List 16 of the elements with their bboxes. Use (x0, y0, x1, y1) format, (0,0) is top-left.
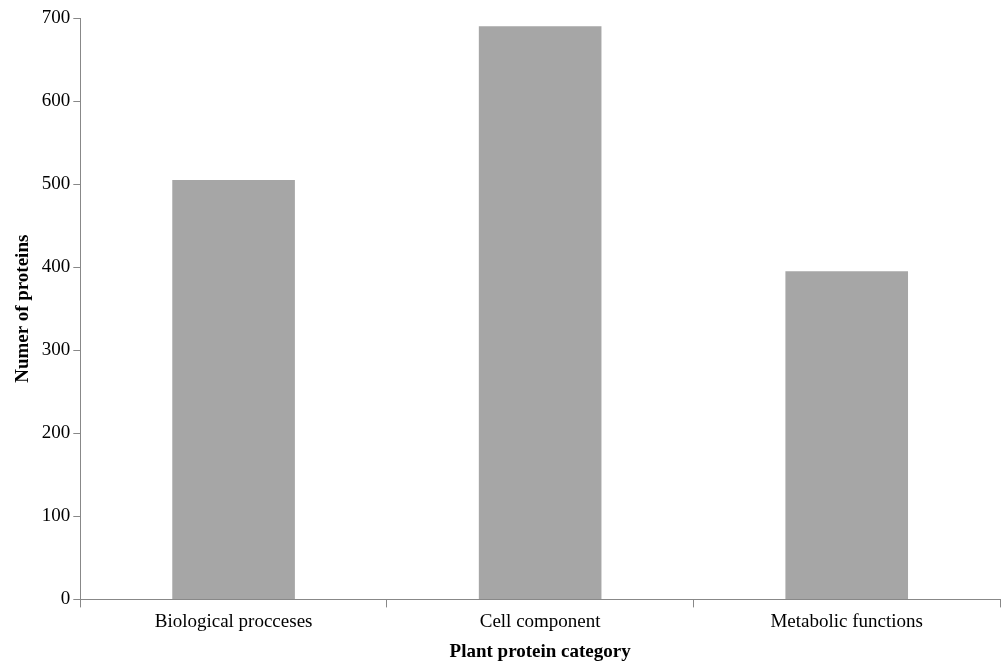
x-tick-label: Cell component (479, 609, 602, 631)
y-tick-label: 200 (41, 421, 71, 443)
y-tick-label: 400 (41, 255, 71, 277)
bar (785, 271, 909, 599)
y-tick-label: 600 (41, 89, 71, 111)
y-tick-label: 700 (41, 5, 71, 27)
x-axis-title: Plant protein category (449, 639, 632, 661)
x-tick-label: Biological procceses (154, 609, 313, 631)
y-axis-title: Numer of proteins (11, 234, 33, 383)
y-tick-label: 100 (41, 504, 71, 526)
y-tick-label: 500 (41, 172, 71, 194)
x-tick-label: Metabolic functions (770, 609, 923, 631)
y-tick-label: 300 (41, 338, 71, 360)
bar (478, 26, 602, 599)
bar (172, 179, 295, 599)
y-tick-label: 0 (60, 587, 71, 609)
